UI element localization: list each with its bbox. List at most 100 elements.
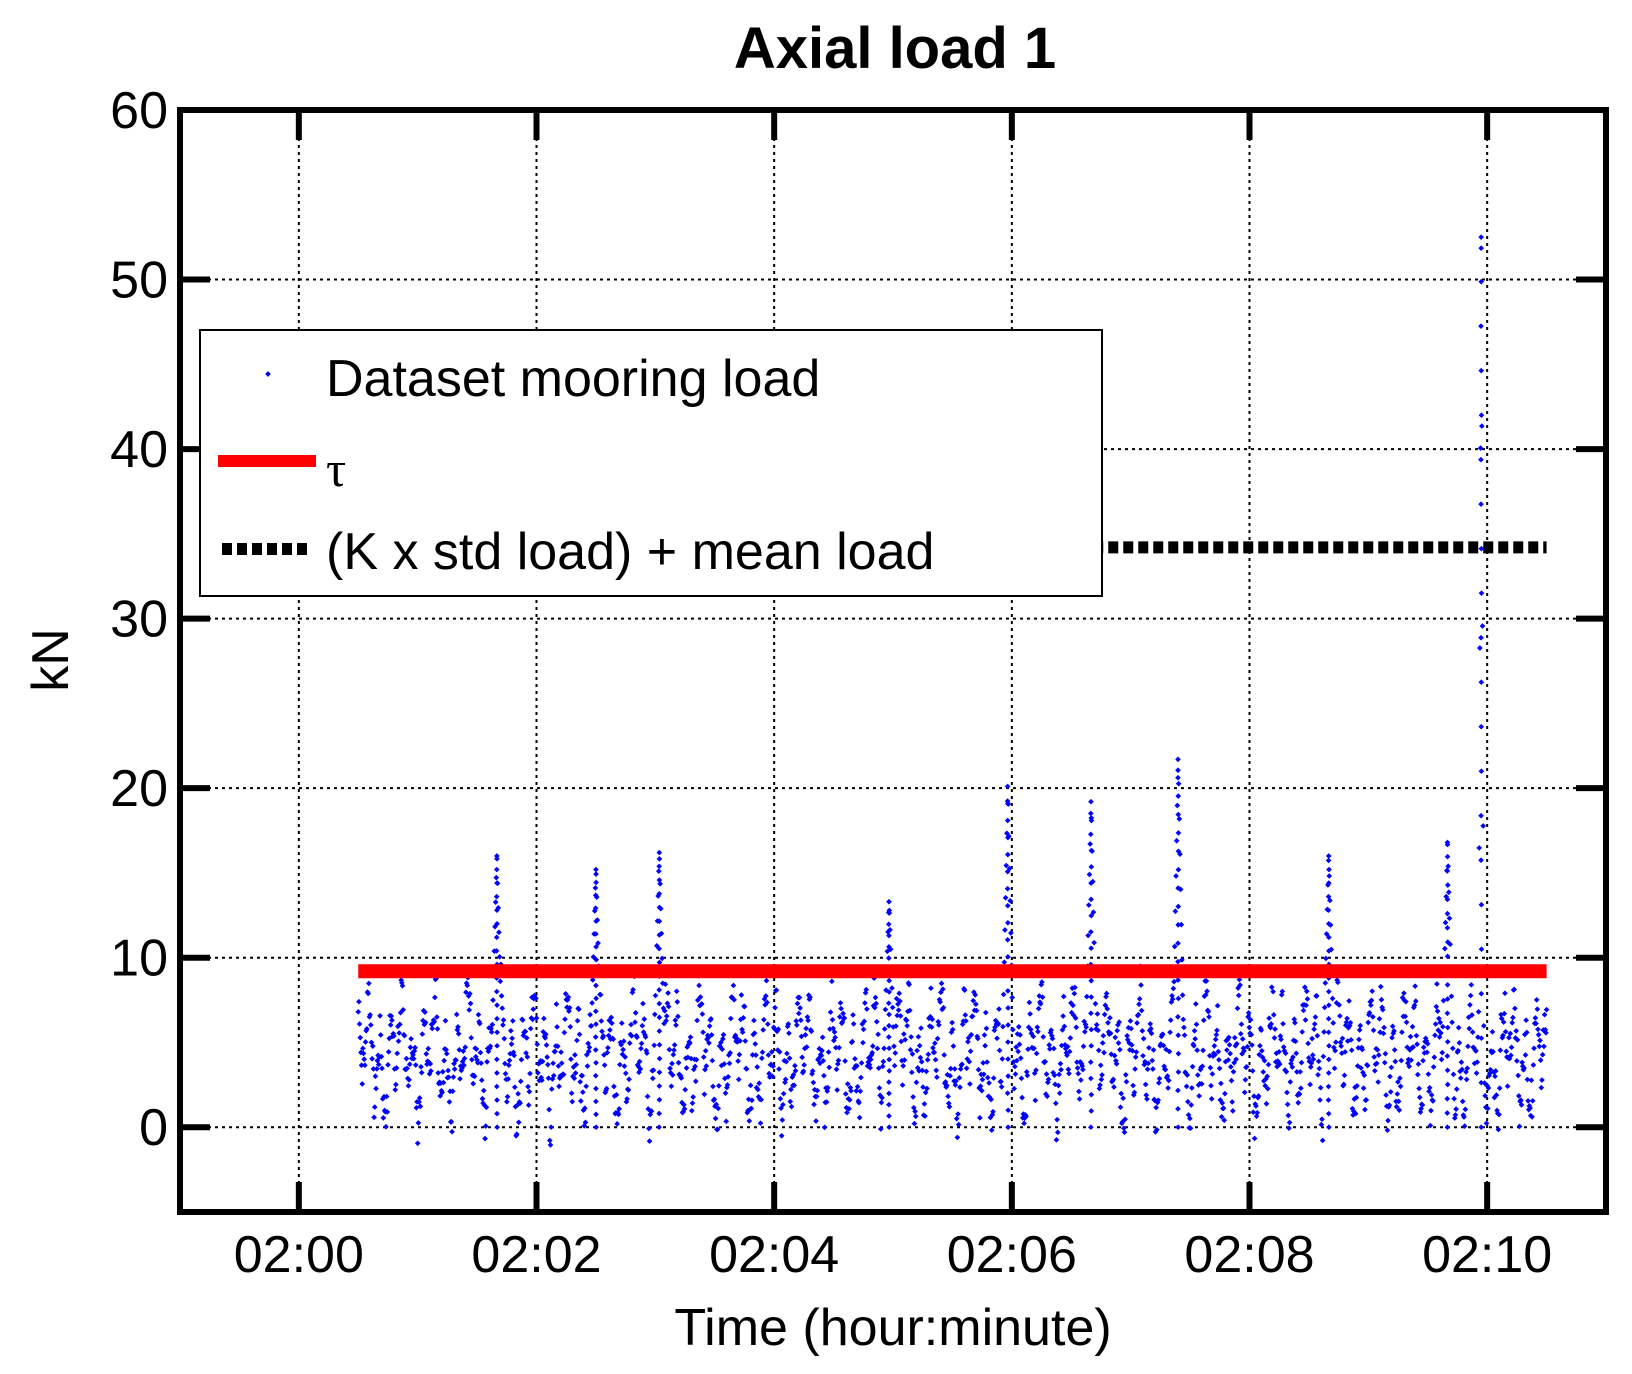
- data-point: [669, 1072, 676, 1078]
- data-point: [681, 1101, 687, 1108]
- data-point: [947, 1065, 954, 1072]
- data-point: [721, 1061, 728, 1067]
- data-point: [819, 1034, 826, 1041]
- data-point: [1005, 954, 1011, 960]
- data-point: [692, 1078, 699, 1085]
- data-point: [509, 1018, 516, 1024]
- data-point: [792, 1062, 798, 1069]
- data-point: [1165, 1085, 1171, 1091]
- data-point: [724, 1082, 731, 1088]
- data-point: [1241, 1048, 1247, 1054]
- data-point: [656, 918, 663, 925]
- data-point: [1012, 1071, 1019, 1077]
- data-point: [1122, 1116, 1128, 1123]
- data-point: [943, 1082, 950, 1089]
- data-point: [1478, 634, 1484, 641]
- data-point: [1132, 1066, 1138, 1072]
- data-point: [877, 1126, 884, 1132]
- data-point: [585, 1048, 592, 1055]
- data-point: [1519, 1059, 1525, 1066]
- data-point: [969, 1013, 976, 1020]
- data-point: [973, 1007, 980, 1014]
- y-tick-label: 10: [110, 930, 168, 988]
- data-point: [1444, 1095, 1451, 1102]
- data-point: [487, 1043, 494, 1050]
- data-point: [1004, 817, 1011, 824]
- data-point: [1459, 1066, 1465, 1073]
- data-point: [924, 1085, 930, 1092]
- data-point: [1209, 1071, 1216, 1077]
- data-point: [1385, 1117, 1391, 1124]
- y-tick-label: 60: [110, 82, 168, 140]
- data-point: [592, 905, 599, 912]
- data-point: [1005, 988, 1011, 994]
- data-point: [665, 1003, 672, 1010]
- data-point: [903, 1017, 910, 1024]
- data-point: [1487, 1066, 1494, 1073]
- data-point: [844, 1081, 851, 1087]
- data-point: [502, 1070, 509, 1077]
- data-point: [1234, 1005, 1241, 1012]
- data-point: [626, 1040, 633, 1046]
- data-point: [1283, 1068, 1290, 1075]
- data-point: [977, 1115, 983, 1121]
- data-point: [783, 1058, 790, 1065]
- data-point: [1184, 1072, 1191, 1078]
- data-point: [355, 1008, 362, 1015]
- data-point: [786, 1055, 793, 1062]
- data-point: [1536, 1043, 1543, 1050]
- legend-box: [199, 329, 1103, 597]
- data-point: [1411, 1002, 1418, 1009]
- data-point: [1175, 830, 1182, 836]
- data-point: [1054, 1116, 1060, 1123]
- data-point: [961, 987, 968, 994]
- data-point: [1485, 1085, 1492, 1091]
- data-point: [925, 1051, 932, 1058]
- data-point: [659, 955, 665, 962]
- data-point: [482, 1135, 488, 1142]
- data-point: [897, 1013, 904, 1019]
- data-point: [1298, 1085, 1304, 1092]
- data-point: [1383, 1092, 1389, 1098]
- data-point: [739, 1029, 746, 1036]
- data-point: [1056, 1090, 1063, 1097]
- data-point: [1185, 1098, 1191, 1105]
- data-point: [1216, 1065, 1223, 1072]
- data-point: [988, 1127, 995, 1134]
- data-point: [1087, 810, 1094, 817]
- data-point: [1085, 902, 1092, 908]
- data-point: [836, 1014, 843, 1020]
- data-point: [1444, 882, 1451, 888]
- data-point: [1313, 993, 1320, 999]
- data-point: [1539, 1051, 1546, 1058]
- data-point: [1478, 768, 1485, 775]
- data-point: [794, 1022, 800, 1028]
- data-point: [1445, 863, 1451, 870]
- data-point: [675, 1059, 682, 1066]
- data-point: [1478, 723, 1485, 730]
- data-point: [1522, 1052, 1529, 1058]
- data-point: [831, 1029, 838, 1035]
- data-point: [568, 1056, 574, 1063]
- data-point: [1094, 1011, 1101, 1017]
- data-point: [1347, 1019, 1354, 1026]
- data-point: [818, 1052, 825, 1059]
- data-point: [754, 1064, 761, 1070]
- data-point: [1175, 1106, 1181, 1112]
- data-point: [813, 1093, 820, 1100]
- data-point: [1000, 991, 1007, 998]
- data-point: [1024, 1072, 1031, 1079]
- data-point: [1002, 894, 1009, 901]
- data-point: [894, 1012, 901, 1019]
- data-point: [1206, 1014, 1212, 1020]
- data-point: [1083, 1024, 1090, 1030]
- data-point: [671, 1042, 678, 1048]
- data-point: [1258, 1027, 1265, 1034]
- data-point: [829, 1016, 836, 1023]
- data-point: [763, 977, 770, 984]
- data-point: [392, 1086, 399, 1093]
- data-point: [955, 1121, 962, 1128]
- data-point: [423, 1051, 430, 1057]
- data-point: [445, 1067, 451, 1074]
- data-point: [1175, 1032, 1182, 1039]
